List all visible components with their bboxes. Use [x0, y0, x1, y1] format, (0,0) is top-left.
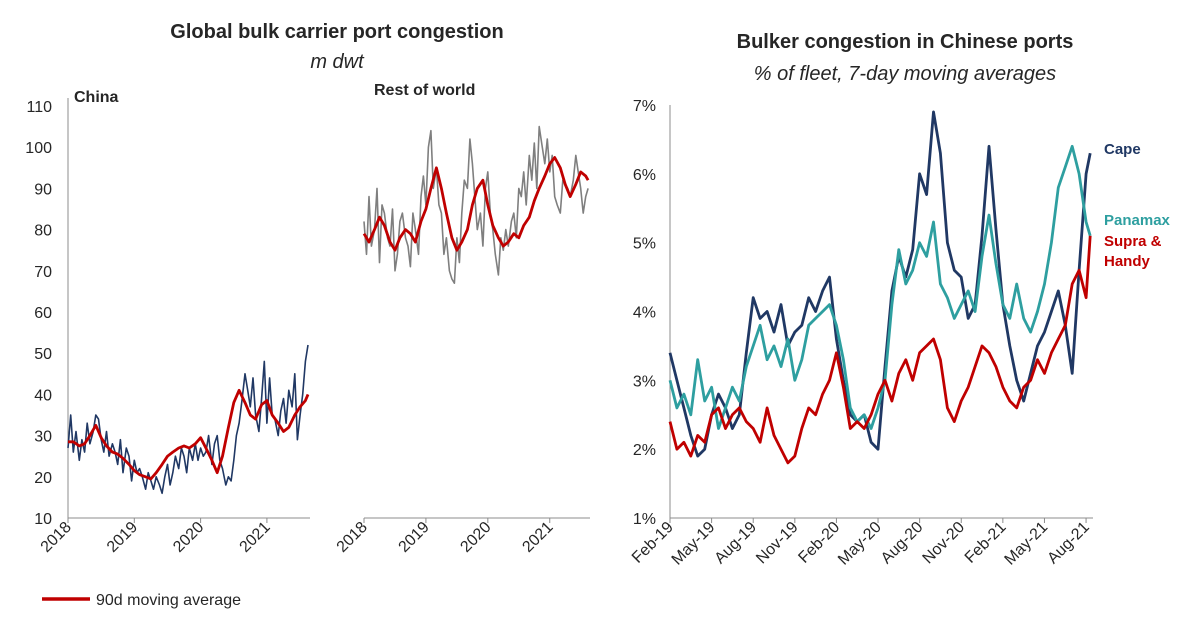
right-x-tick-label: May-21 [1002, 519, 1052, 569]
panel-x-tick-label: 2021 [519, 519, 556, 556]
raw-series-line [363, 125, 589, 285]
left-chart-subtitle: m dwt [310, 51, 365, 73]
right-x-tick-label: Nov-19 [753, 519, 802, 568]
panel-x-tick-label: 2021 [237, 519, 274, 556]
raw-series-line [67, 344, 309, 495]
left-y-axis: 10 20 30 40 50 60 70 80 90 100 110 [25, 99, 52, 528]
left-y-tick-label: 70 [34, 264, 52, 281]
right-x-tick-label: Nov-20 [920, 519, 969, 568]
right-y-tick-label: 4% [633, 305, 656, 322]
moving-average-line [362, 156, 590, 252]
right-x-tick-label: May-19 [669, 519, 719, 569]
left-y-tick-label: 90 [34, 181, 52, 198]
right-x-tick-label: Feb-20 [795, 519, 843, 567]
left-chart-title: Global bulk carrier port congestion [170, 21, 503, 43]
right-x-tick-label: Aug-20 [878, 519, 927, 568]
left-y-tick-label: 80 [34, 223, 52, 240]
left-y-tick-label: 110 [26, 99, 52, 116]
left-y-tick-label: 50 [34, 346, 52, 363]
right-x-tick-label: Aug-21 [1044, 519, 1093, 568]
right-y-tick-label: 6% [633, 167, 656, 184]
series-line-panamax [668, 144, 1092, 430]
right-y-tick-label: 5% [633, 236, 656, 253]
right-y-tick-label: 1% [633, 511, 656, 528]
right-x-tick-label: Feb-21 [962, 519, 1010, 567]
series-line-cape [668, 110, 1092, 458]
right-chart-subtitle: % of fleet, 7-day moving averages [754, 63, 1056, 85]
panel-x-tick-label: 2018 [334, 519, 371, 556]
right-y-tick-label: 7% [633, 98, 656, 115]
right-chart-axes: 1%2%3%4%5%6%7%Feb-19May-19Aug-19Nov-19Fe… [629, 98, 1093, 569]
right-y-tick-label: 2% [633, 442, 656, 459]
right-x-tick-label: Aug-19 [712, 519, 761, 568]
panel-rest-of-world: 2018 2019 2020 2021 [334, 125, 590, 556]
series-line-supra-handy [668, 235, 1092, 465]
left-y-tick-label: 100 [25, 140, 52, 157]
right-y-tick-label: 3% [633, 373, 656, 390]
right-x-tick-label: May-20 [835, 519, 885, 569]
series-label-supra-line2: Handy [1104, 253, 1151, 270]
panel-label-china: China [74, 89, 119, 106]
panel-x-tick-label: 2019 [396, 519, 433, 556]
moving-average-line [68, 388, 310, 481]
left-y-tick-label: 20 [34, 470, 52, 487]
right-chart-title: Bulker congestion in Chinese ports [737, 31, 1074, 53]
panel-label-rest-of-world: Rest of world [374, 82, 475, 99]
series-label-supra-handy: Supra & Handy [1104, 233, 1166, 270]
left-y-tick-label: 10 [34, 511, 52, 528]
right-chart-series [668, 110, 1092, 465]
left-y-tick-label: 40 [34, 387, 52, 404]
panel-china: 2018 2019 2020 2021 [38, 98, 310, 556]
left-y-tick-label: 60 [34, 305, 52, 322]
series-label-cape: Cape [1104, 141, 1141, 158]
series-label-panamax: Panamax [1104, 212, 1171, 229]
left-y-tick-label: 30 [34, 429, 52, 446]
panel-x-tick-label: 2019 [104, 519, 141, 556]
series-label-supra-line1: Supra & [1104, 233, 1162, 250]
legend-label-90d: 90d moving average [96, 592, 241, 609]
panel-x-tick-label: 2020 [457, 519, 494, 556]
panel-x-tick-label: 2020 [170, 519, 207, 556]
